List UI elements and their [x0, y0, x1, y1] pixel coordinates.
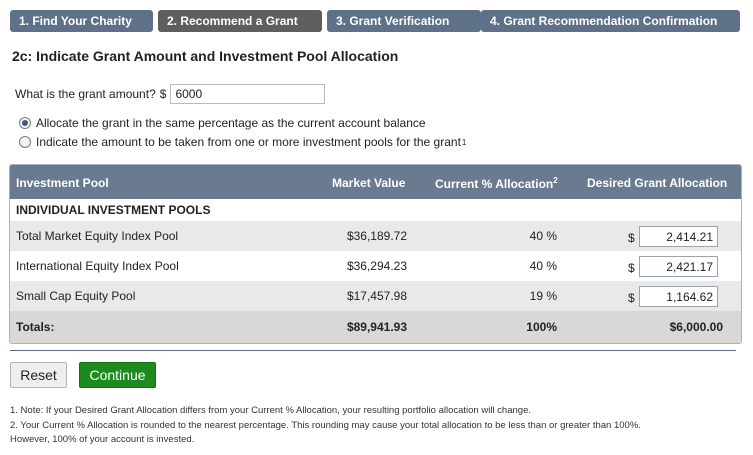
current-allocation: 40 %	[529, 229, 557, 243]
allocation-input-total-market[interactable]	[639, 226, 718, 247]
market-value: $36,294.23	[346, 259, 407, 273]
current-allocation: 19 %	[529, 289, 557, 303]
option-same-percentage[interactable]: Allocate the grant in the same percentag…	[19, 115, 426, 131]
footnote-marker: 2	[553, 176, 558, 185]
footnotes: 1. Note: If your Desired Grant Allocatio…	[10, 404, 745, 448]
table-header: Investment Pool Market Value Current % A…	[10, 165, 741, 199]
continue-button[interactable]: Continue	[79, 362, 156, 388]
total-allocation-percent: 100%	[526, 320, 557, 334]
grant-amount-label: What is the grant amount?	[15, 87, 156, 101]
table-row: International Equity Index Pool $36,294.…	[10, 251, 741, 281]
tab-grant-verification[interactable]: 3. Grant Verification	[327, 10, 481, 32]
tab-find-your-charity[interactable]: 1. Find Your Charity	[10, 10, 153, 32]
option-specify-amount[interactable]: Indicate the amount to be taken from one…	[19, 134, 466, 150]
tab-recommend-a-grant[interactable]: 2. Recommend a Grant	[158, 10, 322, 32]
totals-label: Totals:	[16, 320, 55, 334]
pool-name: International Equity Index Pool	[16, 259, 179, 273]
grant-amount-row: What is the grant amount? $	[15, 84, 326, 104]
investment-pool-table: Investment Pool Market Value Current % A…	[9, 164, 742, 344]
tab-grant-recommendation-confirmation[interactable]: 4. Grant Recommendation Confirmation	[481, 10, 740, 32]
current-allocation: 40 %	[529, 259, 557, 273]
currency-symbol: $	[628, 291, 635, 305]
wizard-tabs: 1. Find Your Charity 2. Recommend a Gran…	[10, 10, 741, 32]
grant-amount-input[interactable]	[170, 84, 326, 104]
total-grant-allocation: $6,000.00	[669, 320, 723, 334]
radio-specify-amount[interactable]	[19, 136, 31, 148]
pool-name: Small Cap Equity Pool	[16, 289, 136, 303]
pool-name: Total Market Equity Index Pool	[16, 229, 179, 243]
group-row: INDIVIDUAL INVESTMENT POOLS	[10, 199, 741, 221]
currency-symbol: $	[628, 231, 635, 245]
footnote-marker: 1	[461, 137, 467, 147]
group-label: INDIVIDUAL INVESTMENT POOLS	[16, 203, 211, 217]
column-header-market-value: Market Value	[332, 176, 406, 190]
market-value: $36,189.72	[346, 229, 407, 243]
column-header-current-allocation: Current % Allocation2	[435, 176, 558, 191]
footnote-2-continued: However, 100% of your account is investe…	[10, 434, 195, 445]
totals-row: Totals: $89,941.93 100% $6,000.00	[10, 311, 741, 343]
radio-same-percentage[interactable]	[19, 117, 31, 129]
page-title: 2c: Indicate Grant Amount and Investment…	[12, 48, 399, 64]
table-row: Small Cap Equity Pool $17,457.98 19 % $	[10, 281, 741, 311]
footnote-2: 2. Your Current % Allocation is rounded …	[10, 419, 641, 431]
allocation-input-small-cap[interactable]	[639, 286, 718, 307]
option-same-percentage-label: Allocate the grant in the same percentag…	[36, 116, 426, 130]
footnote-1: 1. Note: If your Desired Grant Allocatio…	[10, 405, 531, 416]
divider	[10, 350, 736, 351]
market-value: $17,457.98	[346, 289, 407, 303]
currency-symbol: $	[628, 261, 635, 275]
allocation-input-international[interactable]	[639, 256, 718, 277]
currency-symbol: $	[159, 87, 167, 101]
table-row: Total Market Equity Index Pool $36,189.7…	[10, 221, 741, 251]
reset-button[interactable]: Reset	[10, 362, 67, 388]
option-specify-amount-label: Indicate the amount to be taken from one…	[36, 135, 461, 149]
column-header-investment-pool: Investment Pool	[16, 176, 109, 190]
column-header-desired-allocation: Desired Grant Allocation	[587, 176, 728, 190]
current-allocation-label: Current % Allocation	[435, 177, 554, 191]
total-market-value: $89,941.93	[346, 320, 407, 334]
